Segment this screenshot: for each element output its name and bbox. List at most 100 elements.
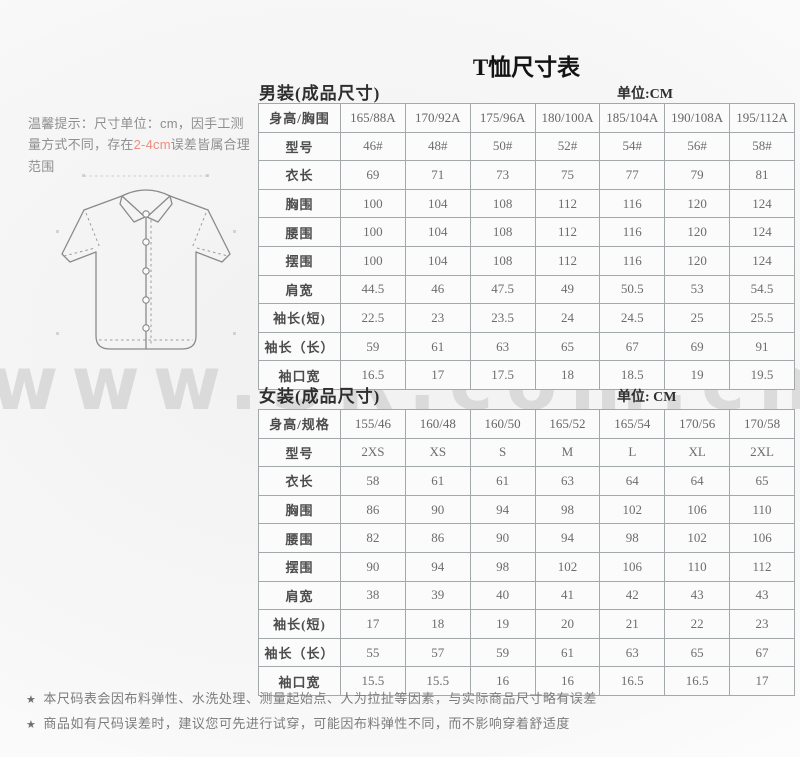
measure-value-cell: 98 xyxy=(599,523,666,553)
measure-value-cell: 18 xyxy=(534,360,601,390)
measure-value-cell: 106 xyxy=(599,551,666,582)
footnotes: ★ 本尺码表会因布料弹性、水洗处理、测量起始点、人为拉扯等因素，与实际商品尺寸略有… xyxy=(26,691,597,741)
measure-value-cell: 65 xyxy=(534,331,601,362)
measure-value-cell: 90 xyxy=(340,551,406,582)
measure-value-cell: 116 xyxy=(599,245,666,276)
measure-value-cell: 100 xyxy=(340,245,406,276)
measure-value-cell: 106 xyxy=(729,523,795,553)
size-table-row: 袖口宽 15.5 15.5 16 16 16.5 16.5 17 xyxy=(258,666,795,696)
women-section-title: 女装(成品尺寸) xyxy=(259,387,381,406)
measure-value-cell: 63 xyxy=(469,331,536,362)
measure-label-cell: 衣长 xyxy=(258,160,341,190)
measure-value-cell: 16.5 xyxy=(340,360,406,390)
measure-label-cell: 袖长（长） xyxy=(258,637,341,668)
measure-label-cell: 袖口宽 xyxy=(258,360,341,390)
measure-value-cell: 22 xyxy=(664,609,731,639)
measure-value-cell: 58# xyxy=(729,131,795,162)
measure-value-cell: 16.5 xyxy=(599,666,666,696)
measure-value-cell: 63 xyxy=(599,637,666,668)
measure-value-cell: 2XL xyxy=(729,437,795,468)
measure-value-cell: 44.5 xyxy=(340,274,406,305)
size-spec-header-cell: 155/46 xyxy=(340,409,406,439)
measure-value-cell: 23 xyxy=(729,609,795,639)
measure-value-cell: 53 xyxy=(664,274,731,305)
measure-label-cell: 袖长(短) xyxy=(258,609,341,639)
measure-value-cell: 23 xyxy=(404,303,471,333)
measure-value-cell: 46 xyxy=(404,274,471,305)
measure-value-cell: 90 xyxy=(469,523,536,553)
measure-value-cell: 57 xyxy=(404,637,471,668)
measure-value-cell: 94 xyxy=(534,523,601,553)
tip-text-before: 温馨提示：尺寸单位：cm，因手工测量方式不同，存在 xyxy=(28,116,244,153)
measure-value-cell: 120 xyxy=(664,188,731,219)
measure-value-cell: L xyxy=(599,437,666,468)
spec-corner-cell: 身高/规格 xyxy=(258,409,341,439)
measure-value-cell: 94 xyxy=(469,494,536,525)
measure-value-cell: 19 xyxy=(664,360,731,390)
measure-value-cell: 2XS xyxy=(340,437,406,468)
measure-value-cell: 47.5 xyxy=(469,274,536,305)
measure-value-cell: 65 xyxy=(729,466,795,496)
measure-value-cell: 112 xyxy=(534,188,601,219)
measure-label-cell: 袖长（长） xyxy=(258,331,341,362)
measure-value-cell: 120 xyxy=(664,217,731,247)
measure-label-cell: 袖长(短) xyxy=(258,303,341,333)
size-table-row: 肩宽 44.5 46 47.5 49 50.5 53 54.5 xyxy=(258,274,795,305)
measure-value-cell: 69 xyxy=(664,331,731,362)
size-table-row: 袖长（长） 59 61 63 65 67 69 91 xyxy=(258,331,795,362)
measure-value-cell: 94 xyxy=(404,551,471,582)
measure-value-cell: 49 xyxy=(534,274,601,305)
measure-value-cell: 120 xyxy=(664,245,731,276)
measure-value-cell: 17 xyxy=(729,666,795,696)
measure-value-cell: 61 xyxy=(469,466,536,496)
measure-value-cell: 16 xyxy=(534,666,601,696)
footnote-line: ★ 本尺码表会因布料弹性、水洗处理、测量起始点、人为拉扯等因素，与实际商品尺寸略有… xyxy=(26,691,597,707)
measure-value-cell: 112 xyxy=(534,245,601,276)
measure-value-cell: 106 xyxy=(664,494,731,525)
size-table-row: 袖长（长） 55 57 59 61 63 65 67 xyxy=(258,637,795,668)
measure-value-cell: 124 xyxy=(729,245,795,276)
measure-value-cell: 71 xyxy=(404,160,471,190)
measure-value-cell: 61 xyxy=(404,466,471,496)
size-spec-header-cell: 165/88A xyxy=(340,103,406,133)
size-table-row: 腰围 100 104 108 112 116 120 124 xyxy=(258,217,795,247)
measure-value-cell: 64 xyxy=(664,466,731,496)
men-size-table: 身高/胸围 165/88A 170/92A 175/96A 180/100A 185/10… xyxy=(258,103,795,390)
measure-value-cell: 75 xyxy=(534,160,601,190)
measure-value-cell: 21 xyxy=(599,609,666,639)
measure-value-cell: 116 xyxy=(599,188,666,219)
size-table-row: 摆围 100 104 108 112 116 120 124 xyxy=(258,245,795,276)
measure-label-cell: 胸围 xyxy=(258,494,341,525)
measure-value-cell: 86 xyxy=(404,523,471,553)
measure-value-cell: 112 xyxy=(729,551,795,582)
measure-label-cell: 型号 xyxy=(258,131,341,162)
measure-value-cell: 16.5 xyxy=(664,666,731,696)
measure-value-cell: 90 xyxy=(404,494,471,525)
footnote-line: ★ 商品如有尺码误差时，建议您可先进行试穿，可能因布料弹性不同，而不影响穿着舒适度 xyxy=(26,716,597,732)
measure-value-cell: 18.5 xyxy=(599,360,666,390)
measure-value-cell: 98 xyxy=(469,551,536,582)
size-table-row: 袖长(短) 22.5 23 23.5 24 24.5 25 25.5 xyxy=(258,303,795,333)
size-spec-header-cell: 195/112A xyxy=(729,103,795,133)
star-bullet-icon: ★ xyxy=(26,719,37,732)
size-table-row: 肩宽 38 39 40 41 42 43 43 xyxy=(258,580,795,611)
measure-value-cell: XS xyxy=(404,437,471,468)
measure-value-cell: 100 xyxy=(340,217,406,247)
measure-label-cell: 肩宽 xyxy=(258,580,341,611)
measure-value-cell: 56# xyxy=(664,131,731,162)
women-unit-label: 单位: CM xyxy=(617,390,677,405)
measure-value-cell: 46# xyxy=(340,131,406,162)
measure-value-cell: 42 xyxy=(599,580,666,611)
measure-value-cell: 124 xyxy=(729,188,795,219)
measure-value-cell: 52# xyxy=(534,131,601,162)
measure-value-cell: 79 xyxy=(664,160,731,190)
measure-value-cell: 61 xyxy=(534,637,601,668)
measure-value-cell: 38 xyxy=(340,580,406,611)
measure-value-cell: 112 xyxy=(534,217,601,247)
measure-value-cell: 39 xyxy=(404,580,471,611)
measure-value-cell: 104 xyxy=(404,188,471,219)
size-table-row: 袖长(短) 17 18 19 20 21 22 23 xyxy=(258,609,795,639)
size-table-row: 衣长 69 71 73 75 77 79 81 xyxy=(258,160,795,190)
measure-value-cell: 19.5 xyxy=(729,360,795,390)
